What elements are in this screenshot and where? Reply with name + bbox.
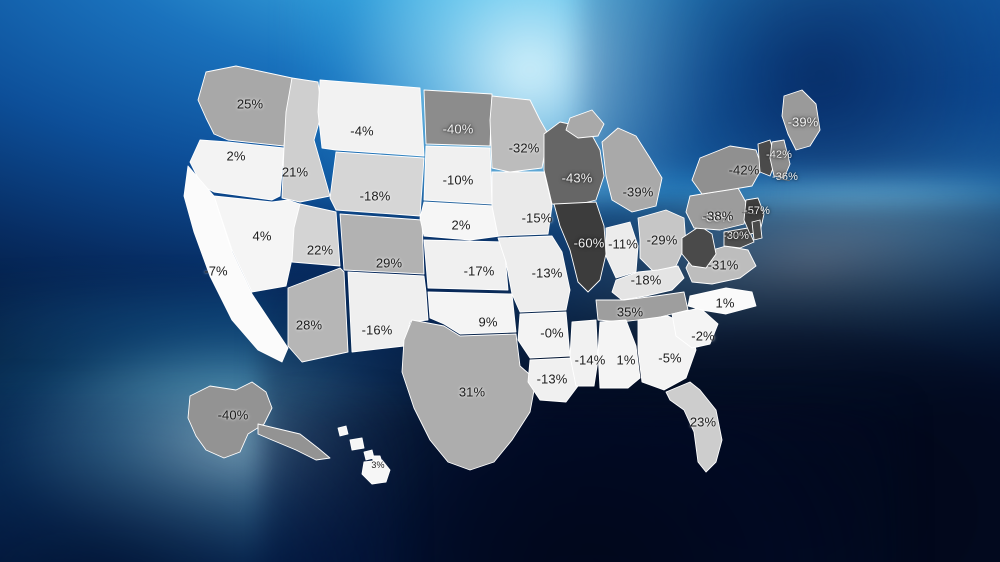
state-ny[interactable] <box>691 145 763 195</box>
state-mo[interactable] <box>497 235 571 313</box>
state-ar[interactable] <box>517 311 571 359</box>
state-wy[interactable] <box>329 151 425 217</box>
state-ak[interactable] <box>187 381 273 459</box>
state-pa[interactable] <box>685 187 749 231</box>
state-hi[interactable] <box>337 425 349 437</box>
state-hi-part2[interactable] <box>349 437 365 451</box>
state-mi-part2[interactable] <box>565 109 605 139</box>
state-oh[interactable] <box>637 209 687 273</box>
state-co[interactable] <box>339 213 425 275</box>
state-al[interactable] <box>597 319 641 389</box>
state-wv[interactable] <box>681 225 717 269</box>
state-de[interactable] <box>751 219 763 241</box>
state-ky[interactable] <box>611 265 685 301</box>
state-ne[interactable] <box>419 201 501 241</box>
state-la[interactable] <box>527 357 579 403</box>
state-wa[interactable] <box>197 65 293 147</box>
state-nc[interactable] <box>687 287 757 315</box>
state-tx[interactable] <box>401 319 537 471</box>
state-ia[interactable] <box>491 171 553 237</box>
background-shadow-top-right <box>580 0 1000 180</box>
state-mn[interactable] <box>489 95 549 173</box>
state-mt[interactable] <box>317 79 425 157</box>
state-il[interactable] <box>553 201 607 293</box>
state-ms[interactable] <box>569 319 599 387</box>
state-fl[interactable] <box>665 381 723 473</box>
state-hi-part5[interactable] <box>361 459 391 485</box>
state-nd[interactable] <box>423 89 493 147</box>
state-sd[interactable] <box>423 145 493 205</box>
state-ks[interactable] <box>423 239 509 291</box>
state-md[interactable] <box>723 227 755 249</box>
state-me[interactable] <box>781 89 821 151</box>
state-or[interactable] <box>189 139 285 201</box>
state-mi[interactable] <box>601 127 663 213</box>
state-az[interactable] <box>287 267 349 363</box>
state-ut[interactable] <box>291 203 341 267</box>
state-ca[interactable] <box>183 165 289 363</box>
state-tn[interactable] <box>595 291 689 323</box>
state-in[interactable] <box>605 221 639 279</box>
state-ak-part2[interactable] <box>257 423 331 461</box>
